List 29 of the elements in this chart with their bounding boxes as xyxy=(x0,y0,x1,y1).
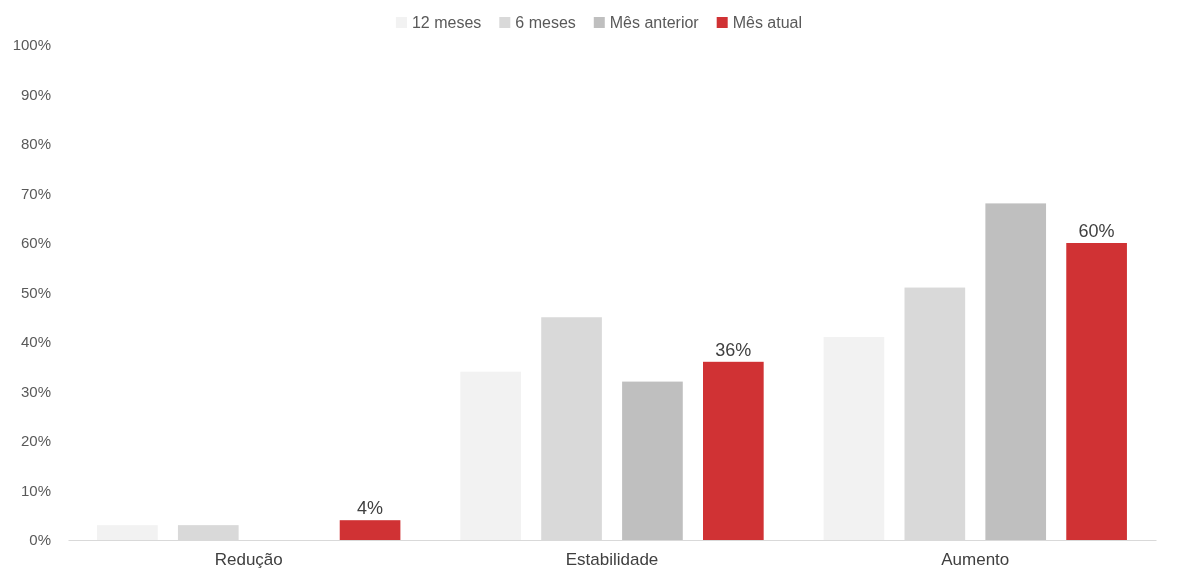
bar xyxy=(339,520,401,540)
legend-label: Mês atual xyxy=(732,14,803,31)
data-label: 36% xyxy=(715,339,752,360)
legend-label: 6 meses xyxy=(515,14,576,31)
x-tick-label: Redução xyxy=(214,550,283,570)
y-tick-label: 70% xyxy=(20,184,51,202)
data-label: 60% xyxy=(1078,221,1115,241)
y-tick-label: 100% xyxy=(12,36,51,54)
y-tick-label: 90% xyxy=(20,85,51,103)
bar xyxy=(703,361,764,540)
data-label: 4% xyxy=(357,498,384,519)
bar xyxy=(97,525,158,540)
y-tick-label: 10% xyxy=(20,481,51,499)
x-tick-label: Aumento xyxy=(941,550,1010,570)
y-tick-label: 30% xyxy=(20,382,51,400)
y-tick-label: 50% xyxy=(20,283,51,301)
x-tick-label: Estabilidade xyxy=(565,550,659,570)
y-tick-label: 60% xyxy=(20,234,51,252)
bar xyxy=(622,381,683,540)
y-tick-label: 0% xyxy=(29,531,51,549)
legend-label: 12 meses xyxy=(411,14,482,31)
y-tick-label: 20% xyxy=(20,432,51,450)
y-tick-label: 80% xyxy=(20,135,51,153)
bar xyxy=(985,203,1047,540)
bar xyxy=(1066,243,1127,540)
y-tick-label: 40% xyxy=(20,333,51,351)
legend-label: Mês anterior xyxy=(609,14,700,31)
bar xyxy=(460,371,521,540)
bar xyxy=(823,337,885,540)
